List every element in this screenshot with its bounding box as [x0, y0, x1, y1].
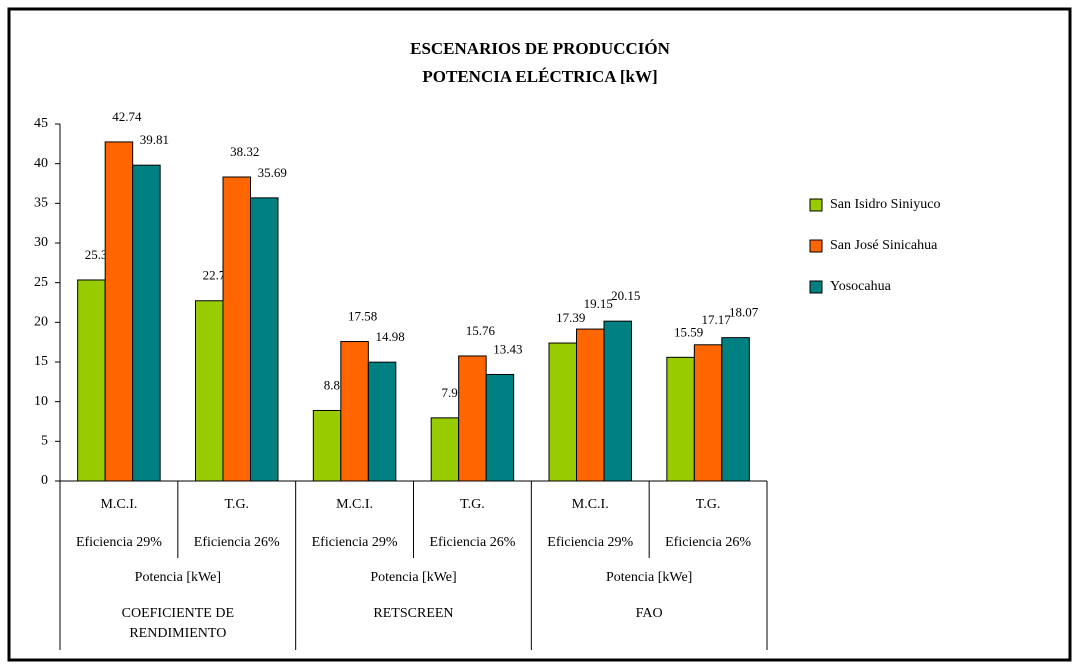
bar: [576, 328, 605, 482]
y-tick-label: 10: [34, 394, 48, 409]
x-group-label: COEFICIENTE DE RENDIMIENTO: [121, 606, 235, 641]
x-tick-label: M.C.I.: [100, 497, 137, 512]
value-label: 15.59: [674, 324, 703, 339]
legend-swatch: [809, 198, 823, 212]
bar: [312, 409, 342, 482]
x-efficiency-label: Eficiencia 26%: [665, 535, 751, 550]
x-efficiency-label: Eficiencia 29%: [312, 535, 398, 550]
bar: [603, 320, 632, 482]
x-tick-label: T.G.: [460, 497, 485, 512]
chart-subtitle: POTENCIA ELÉCTRICA [kW]: [422, 67, 657, 86]
legend-label: Yosocahua: [830, 279, 892, 294]
bar: [222, 176, 251, 482]
bar: [367, 361, 397, 482]
x-tick-label: T.G.: [696, 497, 721, 512]
y-tick-label: 25: [34, 275, 48, 290]
bar: [721, 337, 750, 482]
bar: [195, 300, 224, 482]
y-tick-label: 35: [34, 196, 48, 211]
x-efficiency-label: Eficiencia 29%: [547, 535, 633, 550]
value-label: 17.39: [556, 310, 585, 325]
value-label: 19.15: [584, 296, 613, 311]
value-label: 13.43: [493, 341, 522, 356]
value-label: 39.81: [140, 132, 169, 147]
bar: [430, 417, 460, 482]
bar: [104, 141, 134, 482]
bar: [250, 197, 279, 482]
legend-label: San Isidro Siniyuco: [830, 197, 940, 212]
chart-title: ESCENARIOS DE PRODUCCIÓN: [410, 39, 670, 58]
bar: [132, 164, 161, 482]
y-tick-label: 5: [41, 434, 48, 449]
bar: [340, 341, 369, 482]
x-measure-label: Potencia [kWe]: [370, 570, 456, 585]
x-tick-label: M.C.I.: [572, 497, 609, 512]
x-group-label-text: FAO: [635, 606, 663, 621]
y-tick-label: 20: [34, 315, 48, 330]
bar: [666, 356, 695, 482]
y-tick-label: 45: [34, 116, 48, 131]
x-measure-label: Potencia [kWe]: [135, 570, 221, 585]
value-label: 35.69: [258, 165, 287, 180]
legend-swatch: [809, 280, 823, 294]
x-efficiency-label: Eficiencia 26%: [429, 535, 515, 550]
y-tick-label: 30: [34, 235, 48, 250]
value-label: 20.15: [611, 288, 640, 303]
x-efficiency-label: Eficiencia 26%: [194, 535, 280, 550]
value-label: 38.32: [230, 144, 259, 159]
bar: [458, 355, 487, 482]
y-tick-label: 0: [41, 473, 48, 488]
x-measure-label: Potencia [kWe]: [606, 570, 692, 585]
legend-swatch: [809, 239, 823, 253]
value-label: 17.58: [348, 309, 377, 324]
x-efficiency-label: Eficiencia 29%: [76, 535, 162, 550]
bar: [485, 373, 515, 482]
value-label: 17.17: [701, 312, 731, 327]
x-group-label: FAO: [635, 606, 663, 621]
y-tick-label: 15: [34, 354, 48, 369]
value-label: 18.07: [729, 305, 759, 320]
x-tick-label: T.G.: [224, 497, 249, 512]
x-tick-label: M.C.I.: [336, 497, 373, 512]
x-group-label-text: RETSCREEN: [373, 606, 454, 621]
chart-frame: [7, 7, 1072, 662]
x-group-label: RETSCREEN: [373, 606, 454, 621]
value-label: 14.98: [375, 329, 404, 344]
bar: [77, 279, 106, 482]
y-tick-label: 40: [34, 156, 48, 171]
legend-label: San José Sinicahua: [830, 238, 938, 253]
bar: [548, 342, 577, 482]
bar: [693, 344, 723, 482]
x-group-label-text: COEFICIENTE DE RENDIMIENTO: [121, 606, 235, 641]
value-label: 42.74: [112, 109, 142, 124]
value-label: 15.76: [466, 323, 496, 338]
